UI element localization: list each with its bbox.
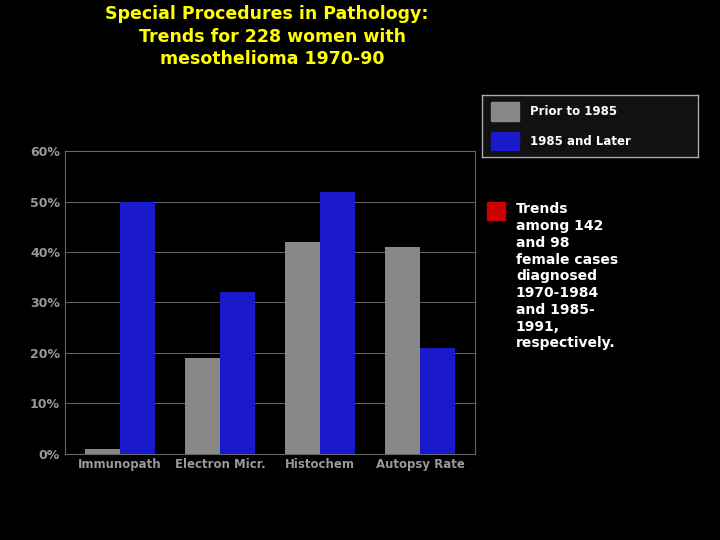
Bar — [487, 202, 505, 220]
Text: 1985 and Later: 1985 and Later — [530, 134, 631, 147]
Text: Prior to 1985: Prior to 1985 — [530, 105, 617, 118]
Bar — [420, 348, 455, 454]
Bar — [385, 247, 420, 454]
Bar — [85, 449, 120, 454]
Bar — [491, 102, 519, 120]
Bar — [285, 242, 320, 454]
Bar — [120, 201, 155, 454]
Text: Special Procedures in Pathology:
  Trends for 228 women with
  mesothelioma 1970: Special Procedures in Pathology: Trends … — [104, 5, 428, 68]
Text: Trends
among 142
and 98
female cases
diagnosed
1970-1984
and 1985-
1991,
respect: Trends among 142 and 98 female cases dia… — [516, 202, 618, 350]
Bar — [491, 132, 519, 151]
Bar — [185, 358, 220, 454]
Bar — [220, 292, 255, 454]
Bar — [320, 192, 355, 454]
